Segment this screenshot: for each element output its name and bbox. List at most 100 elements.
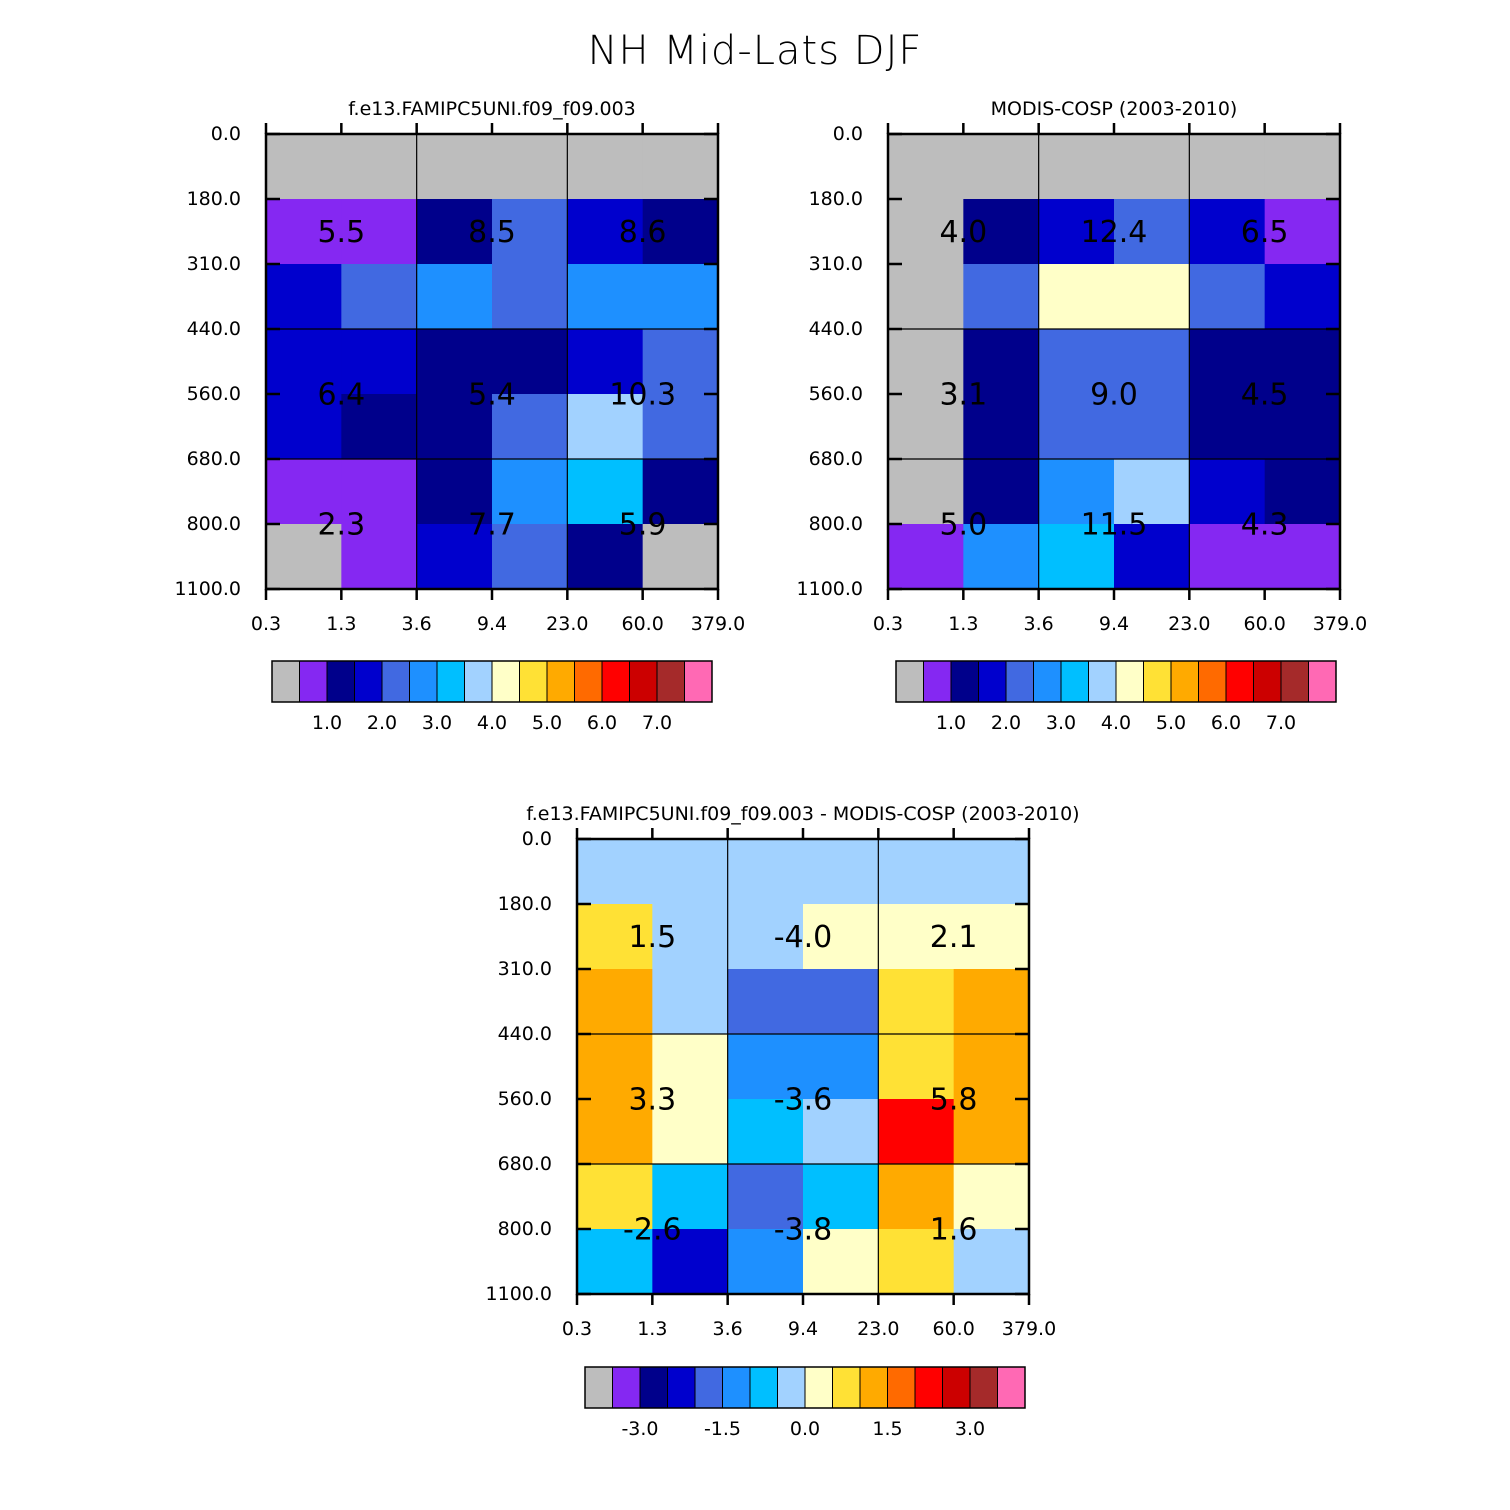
x-tick-label: 3.6 [1024,613,1054,635]
box-value-label: 4.0 [939,215,987,250]
colorbar-frame [271,660,713,703]
heatmap-cell [1038,199,1115,265]
heatmap-cell [652,839,729,905]
colorbar-swatch [436,660,465,703]
colorbar-swatch [1198,660,1227,703]
heatmap-cell [888,134,964,200]
heatmap-cell [577,1229,653,1295]
colorbar-swatch [491,660,520,703]
heatmap-cell [953,1034,1030,1100]
colorbar-swatch [546,660,575,703]
y-tick-label: 440.0 [187,318,241,340]
heatmap-cell [1264,329,1341,395]
heatmap-cell [953,839,1030,905]
box-value-label: 8.5 [468,215,516,250]
heatmap-cell [416,524,493,590]
heatmap-cell [1189,329,1266,395]
box-value-label: 9.0 [1090,378,1138,413]
heatmap-cell [1038,459,1115,525]
x-tick-label: 0.3 [562,1318,592,1340]
heatmap-cell [416,264,493,330]
box-value-label: 10.3 [609,378,676,413]
heatmap-cell [878,1099,955,1165]
colorbar-swatch [749,1366,778,1409]
y-tick-label: 1100.0 [797,578,863,600]
colorbar-swatch [354,660,383,703]
x-tick-label: 379.0 [1002,1318,1056,1340]
box-value-label: 2.1 [930,920,978,955]
box-value-label: 5.4 [468,378,516,413]
heatmap-cell [416,394,493,460]
box-value-label: 8.6 [619,215,667,250]
y-tick-label: 0.0 [211,123,241,145]
colorbar-swatch [1308,660,1337,703]
colorbar-label: 1.5 [872,1418,902,1440]
panel-title: MODIS-COSP (2003-2010) [991,98,1238,120]
y-tick-label: 0.0 [522,828,552,850]
colorbar: -3.0 -1.5 0.0 1.5 3.0 [584,1366,1026,1440]
y-tick-label: 440.0 [498,1023,552,1045]
colorbar-swatch [1170,660,1199,703]
box-value-label: 12.4 [1081,215,1148,250]
y-tick-label: 800.0 [187,513,241,535]
heatmap-cell [652,1229,729,1295]
heatmap-cell [1114,459,1190,525]
heatmap-cell [727,839,804,905]
box-value-label: 1.5 [628,920,676,955]
colorbar-swatch [1253,660,1282,703]
colorbar-swatch [684,660,713,703]
box-value-label: 5.0 [939,508,987,543]
heatmap-cell [652,1034,729,1100]
heatmap-cell [266,329,342,395]
y-tick-label: 560.0 [498,1088,552,1110]
colorbar-swatch [1280,660,1309,703]
colorbar-swatch [832,1366,861,1409]
colorbar-swatch [574,660,603,703]
heatmap-cell [1264,524,1341,590]
heatmap-cell [888,199,964,265]
colorbar-swatch [1115,660,1144,703]
heatmap-cell [266,394,342,460]
heatmap-cell [1114,264,1190,330]
colorbar: 1.0 2.0 3.0 4.0 5.0 6.0 7.0 [271,660,713,734]
box-value-label: 11.5 [1081,508,1148,543]
x-tick-label: 1.3 [948,613,978,635]
heatmap-cell [567,459,644,525]
box-value-label: 5.8 [930,1083,978,1118]
y-tick-label: 800.0 [498,1218,552,1240]
box-value-label: -2.6 [623,1213,682,1248]
heatmap-cell [1114,394,1190,460]
heatmap-cell [577,904,653,970]
colorbar-swatch [942,1366,971,1409]
colorbar-label: 5.0 [532,712,562,734]
heatmap-cell [963,394,1040,460]
colorbar-swatch [1088,660,1117,703]
heatmap-cell [1264,264,1341,330]
heatmap-cell [888,329,964,395]
box-value-label: 4.3 [1241,508,1289,543]
x-tick-label: 0.3 [873,613,903,635]
colorbar-swatch [887,1366,916,1409]
colorbar-swatch [584,1366,613,1409]
colorbar-swatch [1060,660,1089,703]
y-tick-label: 680.0 [498,1153,552,1175]
colorbar-swatch [601,660,630,703]
heatmap-cell [341,264,418,330]
box-value-label: 5.9 [619,508,667,543]
heatmap-cell [1114,524,1190,590]
x-tick-label: 0.3 [251,613,281,635]
heatmap-cell [266,264,342,330]
heatmap-cell [803,1034,879,1100]
heatmap-cell [492,264,568,330]
box-value-label: 1.6 [930,1213,978,1248]
heatmap-cell [963,524,1040,590]
x-tick-label: 23.0 [857,1318,899,1340]
x-tick-label: 3.6 [713,1318,743,1340]
heatmap-cell [577,1164,653,1230]
colorbar-swatch [923,660,952,703]
colorbar-swatch [629,660,658,703]
heatmap-cell [803,1164,879,1230]
heatmap-cell [803,1099,879,1165]
heatmap-cell [1038,264,1115,330]
colorbar: 1.0 2.0 3.0 4.0 5.0 6.0 7.0 [895,660,1337,734]
